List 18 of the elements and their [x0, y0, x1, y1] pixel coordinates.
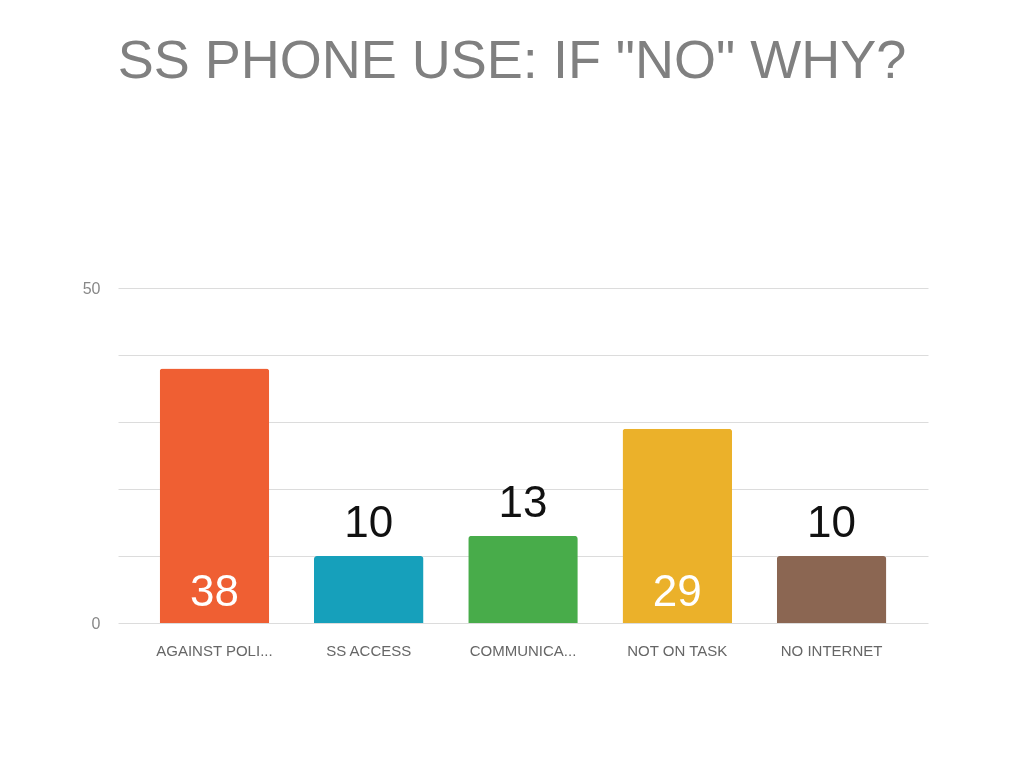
data-label: 38 — [189, 566, 239, 615]
chart-title: SS PHONE USE: IF "NO" WHY? — [116, 28, 908, 90]
y-tick-label: 0 — [91, 614, 101, 632]
bar — [622, 428, 733, 623]
bar — [776, 556, 887, 623]
y-tick-label: 50 — [82, 279, 101, 297]
x-tick-label: COMMUNICA... — [469, 641, 577, 659]
data-label: 10 — [807, 497, 857, 546]
x-tick-label: NOT ON TASK — [627, 641, 728, 659]
x-tick-label: NO INTERNET — [780, 641, 883, 659]
data-label: 10 — [344, 497, 394, 546]
data-label: 29 — [652, 566, 702, 615]
bar — [159, 368, 270, 623]
bar — [313, 556, 424, 623]
x-tick-label: SS ACCESS — [326, 641, 412, 659]
bar — [468, 535, 578, 623]
x-tick-label: AGAINST POLI... — [156, 641, 273, 659]
data-label: 13 — [498, 476, 548, 526]
